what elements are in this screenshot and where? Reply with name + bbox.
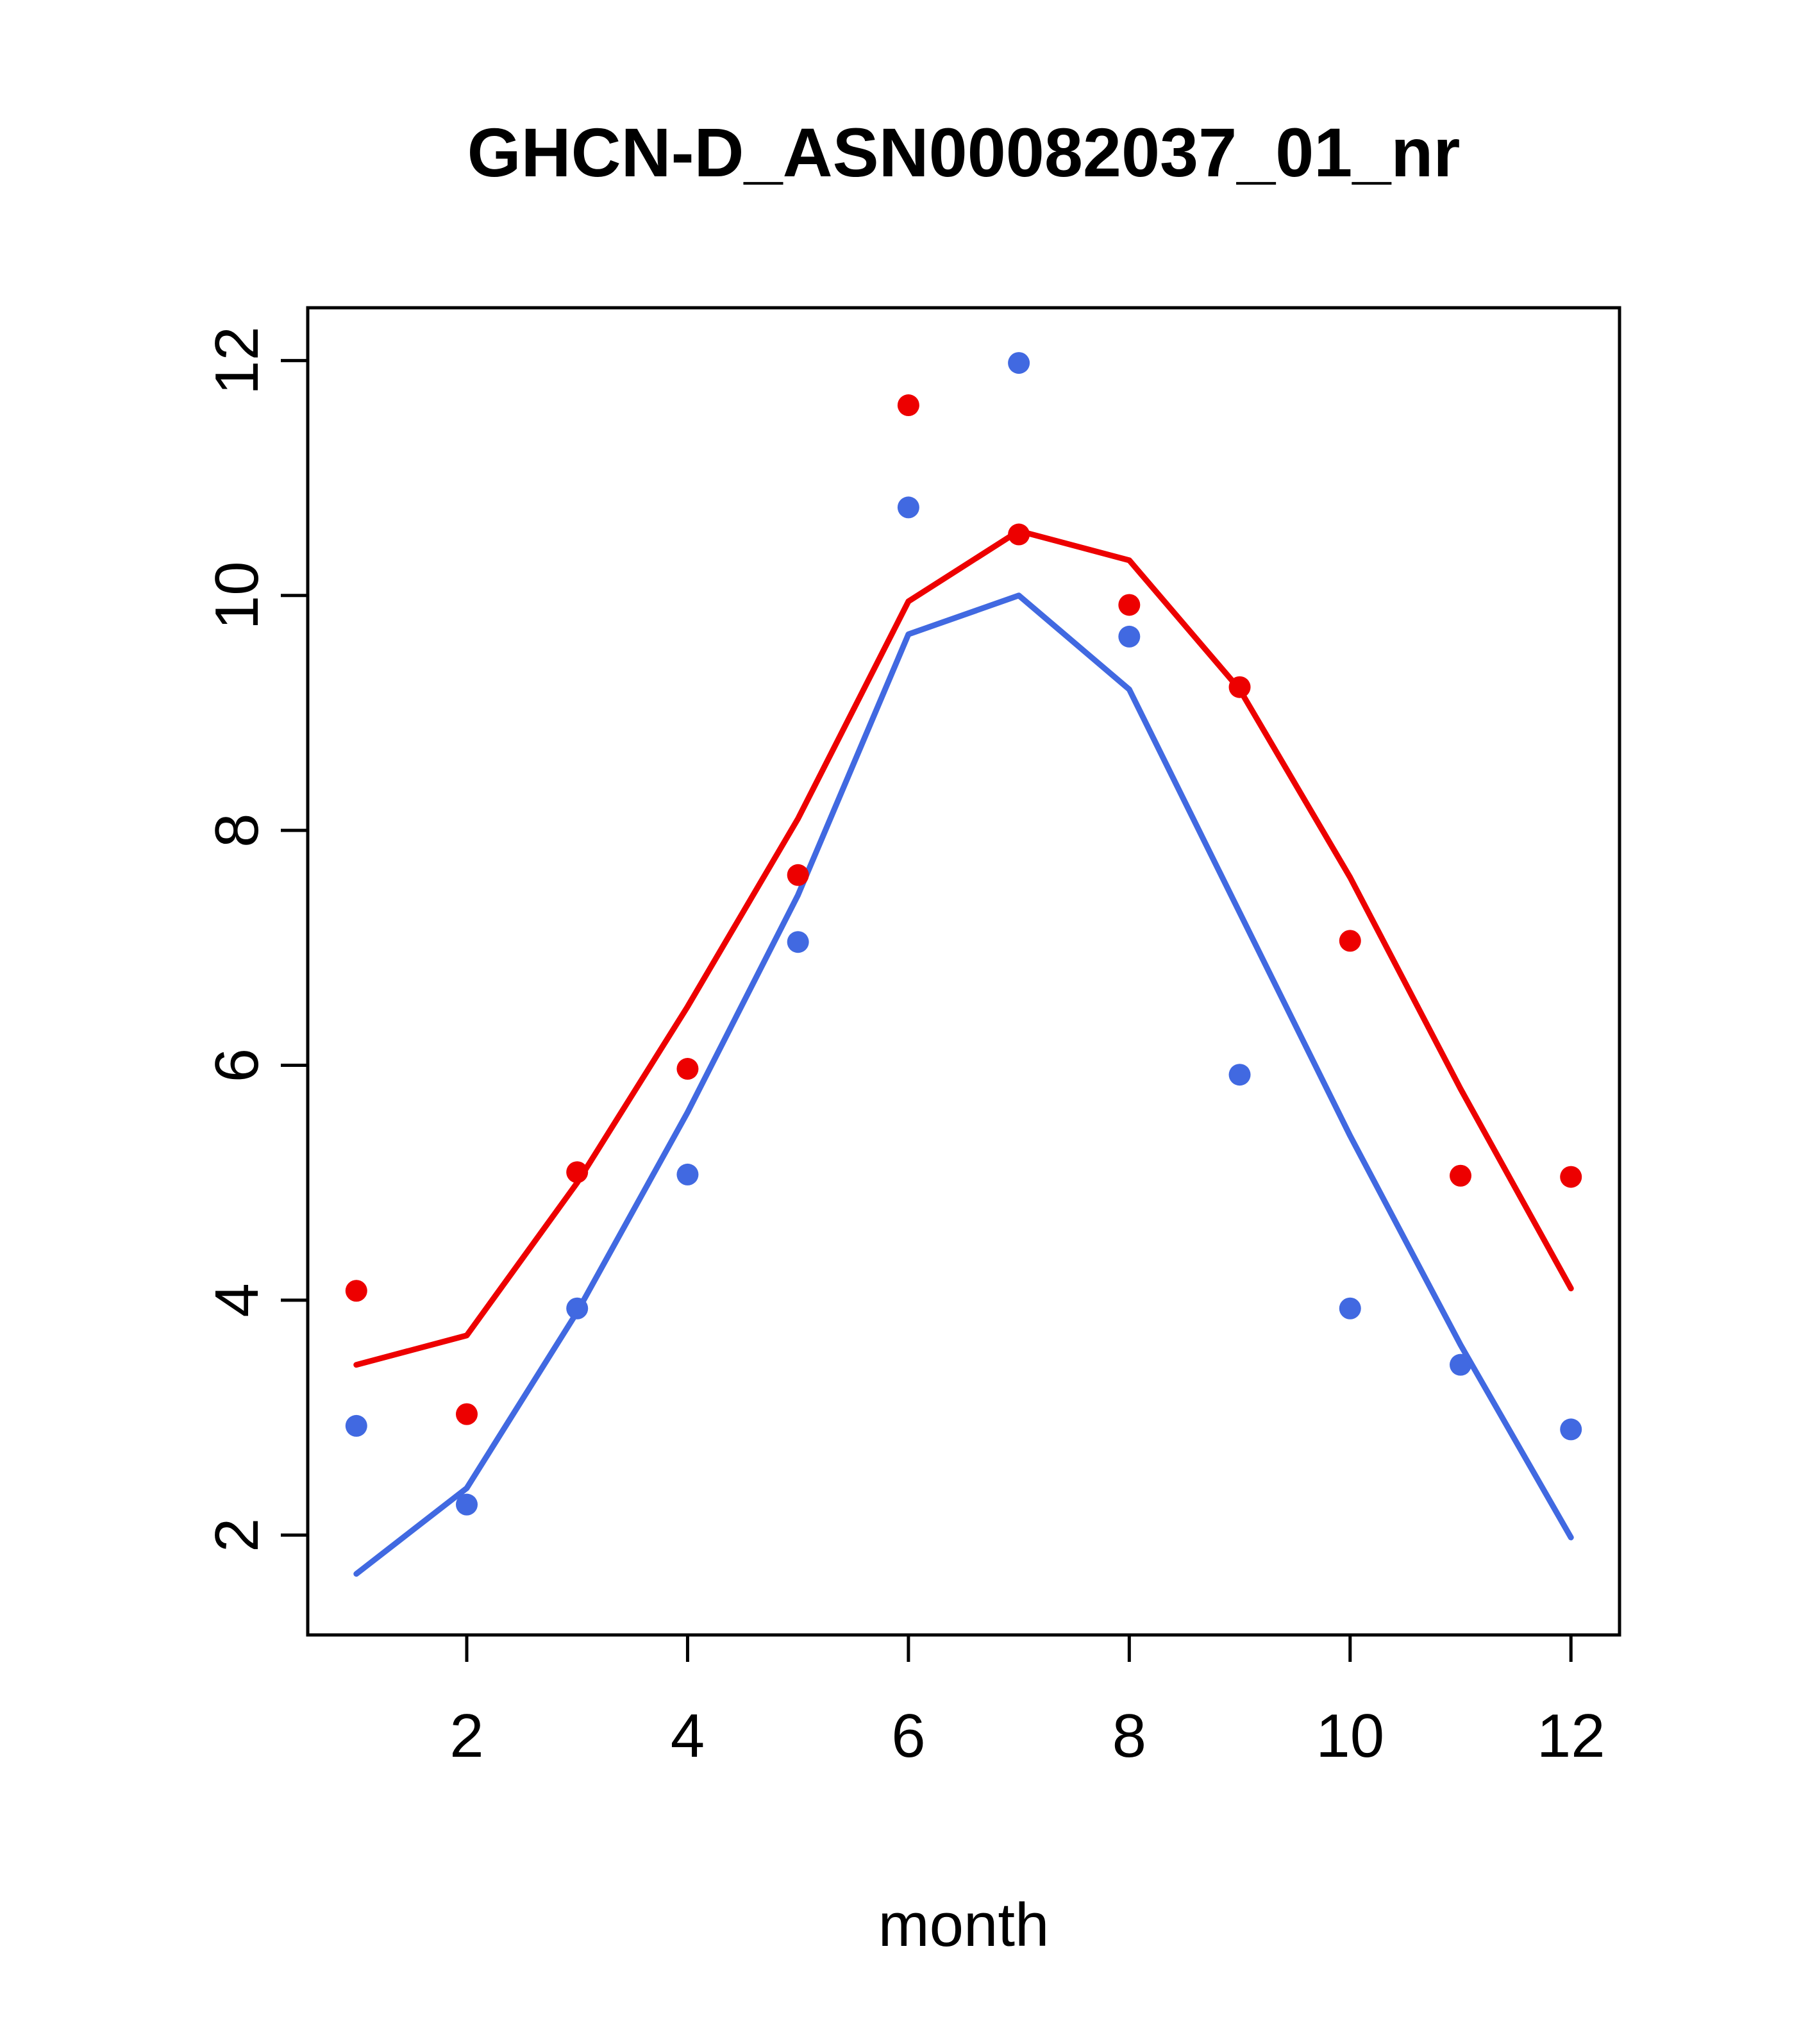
red-points-marker <box>1560 1166 1582 1188</box>
red-line <box>353 528 1574 1368</box>
x-tick-label: 8 <box>1112 1702 1146 1770</box>
blue-points-marker <box>1228 1064 1251 1086</box>
blue-points-marker <box>676 1163 699 1185</box>
red-points-marker <box>676 1058 699 1080</box>
chart-title: GHCN-D_ASN00082037_01_nr <box>467 113 1461 191</box>
red-points-marker <box>1450 1164 1471 1187</box>
y-tick-label: 2 <box>203 1518 271 1552</box>
blue-points-marker <box>787 931 809 953</box>
blue-points-marker <box>1560 1418 1582 1441</box>
red-points-marker <box>1228 676 1251 698</box>
red-points-marker <box>1008 523 1030 546</box>
plot-frame <box>306 306 1621 1637</box>
blue-points-marker <box>1008 352 1030 374</box>
red-points-marker <box>897 394 919 417</box>
y-tick-label: 8 <box>203 813 271 847</box>
blue-points-marker <box>1118 625 1141 648</box>
red-points-marker <box>1339 930 1361 952</box>
blue-points-marker <box>456 1493 478 1516</box>
axes-group: 2 4 6 8 10 12 2 4 6 8 10 12 <box>203 306 1621 1770</box>
red-points-marker <box>345 1280 367 1302</box>
red-points-marker <box>456 1403 478 1425</box>
x-tick-label: 4 <box>671 1702 705 1770</box>
y-tick-label: 6 <box>203 1048 271 1082</box>
red-points-marker <box>787 864 809 886</box>
blue-points-marker <box>897 496 919 519</box>
red-points-marker <box>1118 594 1141 616</box>
red-points-marker <box>566 1161 589 1184</box>
x-tick-label: 2 <box>449 1702 483 1770</box>
blue-points-marker <box>1339 1297 1361 1319</box>
series-group <box>345 352 1582 1577</box>
blue-points-marker <box>345 1414 367 1437</box>
y-tick-label: 4 <box>203 1283 271 1317</box>
x-tick-label: 6 <box>891 1702 925 1770</box>
x-tick-label: 12 <box>1537 1702 1605 1770</box>
y-tick-label: 12 <box>203 326 271 395</box>
x-tick-label: 10 <box>1316 1702 1384 1770</box>
x-axis-label: month <box>878 1891 1050 1959</box>
y-tick-label: 10 <box>203 561 271 630</box>
blue-line <box>353 592 1574 1577</box>
blue-points-marker <box>566 1297 589 1319</box>
blue-points-marker <box>1450 1353 1471 1376</box>
